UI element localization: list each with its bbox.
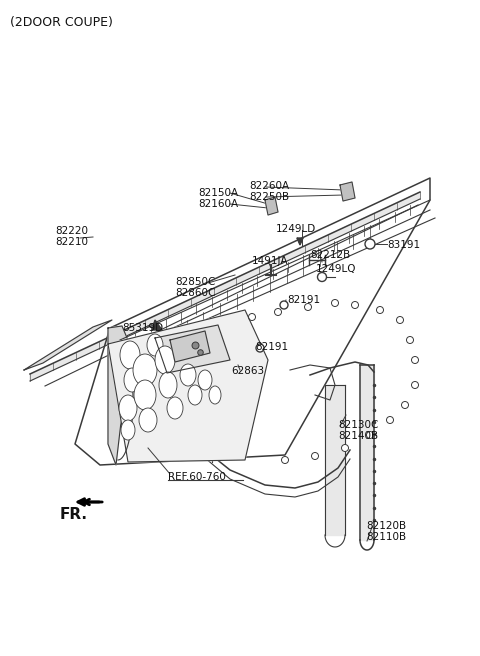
Text: 82110B: 82110B bbox=[366, 532, 406, 542]
Text: 82220: 82220 bbox=[55, 226, 88, 236]
Polygon shape bbox=[297, 238, 303, 245]
Ellipse shape bbox=[139, 408, 157, 432]
Polygon shape bbox=[108, 326, 130, 465]
Circle shape bbox=[281, 457, 288, 464]
Ellipse shape bbox=[133, 354, 157, 386]
Circle shape bbox=[332, 300, 338, 306]
Circle shape bbox=[275, 308, 281, 316]
Ellipse shape bbox=[134, 380, 156, 410]
Polygon shape bbox=[360, 365, 374, 540]
Text: 82140B: 82140B bbox=[338, 431, 378, 441]
Text: (2DOOR COUPE): (2DOOR COUPE) bbox=[10, 16, 113, 29]
Circle shape bbox=[411, 356, 419, 363]
Ellipse shape bbox=[124, 368, 140, 392]
Circle shape bbox=[367, 432, 373, 438]
Polygon shape bbox=[108, 310, 268, 462]
Polygon shape bbox=[75, 178, 430, 465]
Ellipse shape bbox=[155, 346, 175, 374]
Ellipse shape bbox=[209, 386, 221, 404]
Circle shape bbox=[304, 304, 312, 310]
Ellipse shape bbox=[147, 334, 163, 356]
Text: REF.60-760: REF.60-760 bbox=[168, 472, 226, 482]
Circle shape bbox=[280, 301, 288, 309]
Text: 83191: 83191 bbox=[387, 240, 420, 250]
Text: 1249LD: 1249LD bbox=[276, 224, 316, 234]
Polygon shape bbox=[340, 182, 355, 201]
Text: 82150A: 82150A bbox=[198, 188, 238, 198]
Circle shape bbox=[407, 337, 413, 344]
Polygon shape bbox=[265, 197, 278, 215]
Text: 82191: 82191 bbox=[255, 342, 288, 352]
Text: 82191: 82191 bbox=[287, 295, 320, 305]
Polygon shape bbox=[24, 320, 112, 370]
Text: FR.: FR. bbox=[60, 507, 88, 522]
Circle shape bbox=[351, 302, 359, 308]
Polygon shape bbox=[325, 385, 345, 535]
Text: 82250B: 82250B bbox=[249, 192, 289, 202]
Circle shape bbox=[411, 382, 419, 388]
Text: 85319D: 85319D bbox=[122, 323, 163, 333]
Polygon shape bbox=[170, 331, 210, 362]
Ellipse shape bbox=[120, 341, 140, 369]
Circle shape bbox=[365, 239, 375, 249]
Circle shape bbox=[376, 306, 384, 314]
Circle shape bbox=[401, 401, 408, 409]
Circle shape bbox=[256, 344, 264, 352]
Circle shape bbox=[396, 316, 404, 323]
Text: 82850C: 82850C bbox=[175, 277, 216, 287]
Ellipse shape bbox=[119, 395, 137, 421]
Circle shape bbox=[312, 453, 319, 459]
Polygon shape bbox=[30, 192, 420, 381]
Polygon shape bbox=[152, 320, 162, 330]
Ellipse shape bbox=[167, 397, 183, 419]
Text: 1249LQ: 1249LQ bbox=[316, 264, 357, 274]
Text: 1491JA: 1491JA bbox=[252, 256, 288, 266]
Ellipse shape bbox=[121, 420, 135, 440]
Circle shape bbox=[341, 445, 348, 451]
Text: 82212B: 82212B bbox=[310, 250, 350, 260]
Ellipse shape bbox=[188, 385, 202, 405]
Ellipse shape bbox=[180, 364, 196, 386]
Circle shape bbox=[317, 272, 326, 281]
Text: 82160A: 82160A bbox=[198, 199, 238, 209]
Text: 82210: 82210 bbox=[55, 237, 88, 247]
Ellipse shape bbox=[159, 372, 177, 398]
Text: 82860C: 82860C bbox=[175, 288, 216, 298]
Circle shape bbox=[386, 417, 394, 424]
Text: 82120B: 82120B bbox=[366, 521, 406, 531]
Polygon shape bbox=[155, 325, 230, 373]
Text: 82260A: 82260A bbox=[249, 181, 289, 191]
Ellipse shape bbox=[198, 370, 212, 390]
Text: 82130C: 82130C bbox=[338, 420, 378, 430]
Text: 62863: 62863 bbox=[231, 366, 264, 376]
Circle shape bbox=[249, 314, 255, 321]
